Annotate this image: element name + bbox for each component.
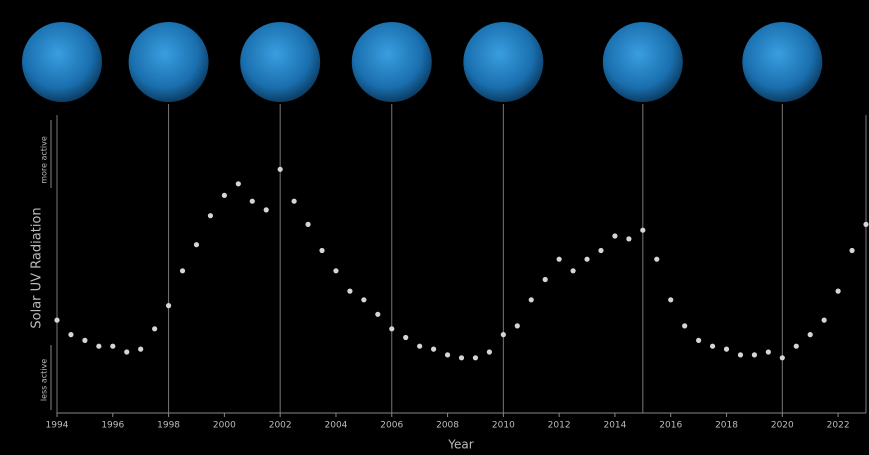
planet — [742, 22, 822, 102]
x-tick-label: 1996 — [101, 421, 124, 431]
x-tick-label: 2004 — [325, 421, 348, 431]
x-tick-label: 2014 — [603, 421, 626, 431]
point — [738, 352, 743, 357]
point — [96, 344, 101, 349]
x-tick-label: 2022 — [827, 421, 850, 431]
point — [222, 193, 227, 198]
point — [640, 228, 645, 233]
point — [724, 347, 729, 352]
point — [668, 297, 673, 302]
point — [584, 257, 589, 262]
point — [375, 312, 380, 317]
point — [836, 289, 841, 294]
point — [794, 344, 799, 349]
planet — [22, 22, 102, 102]
point — [236, 181, 241, 186]
y-bottom-note: less active — [40, 359, 49, 401]
point — [849, 248, 854, 253]
point — [543, 277, 548, 282]
y-axis-label: Solar UV Radiation — [30, 207, 45, 328]
point — [278, 167, 283, 172]
point — [863, 222, 868, 227]
y-top-note: more active — [40, 136, 49, 184]
point — [54, 318, 59, 323]
point — [417, 344, 422, 349]
point — [264, 207, 269, 212]
point — [389, 326, 394, 331]
point — [696, 338, 701, 343]
point — [529, 297, 534, 302]
point — [292, 199, 297, 204]
point — [347, 289, 352, 294]
point — [319, 248, 324, 253]
x-tick-label: 2002 — [269, 421, 292, 431]
point — [431, 347, 436, 352]
planet — [352, 22, 432, 102]
point — [68, 332, 73, 337]
x-tick-label: 2010 — [492, 421, 515, 431]
point — [403, 335, 408, 340]
x-tick-label: 2018 — [715, 421, 738, 431]
point — [752, 352, 757, 357]
point — [138, 347, 143, 352]
point — [822, 318, 827, 323]
point — [570, 268, 575, 273]
planet — [129, 22, 209, 102]
point — [152, 326, 157, 331]
x-tick-label: 2008 — [436, 421, 459, 431]
point — [780, 355, 785, 360]
point — [808, 332, 813, 337]
point — [501, 332, 506, 337]
point — [110, 344, 115, 349]
x-tick-label: 2000 — [213, 421, 236, 431]
x-tick-label: 2012 — [548, 421, 571, 431]
point — [766, 349, 771, 354]
point — [459, 355, 464, 360]
planet — [603, 22, 683, 102]
point — [473, 355, 478, 360]
point — [180, 268, 185, 273]
x-axis-label: Year — [447, 438, 473, 452]
point — [166, 303, 171, 308]
point — [682, 323, 687, 328]
point — [654, 257, 659, 262]
point — [557, 257, 562, 262]
point — [445, 352, 450, 357]
point — [710, 344, 715, 349]
point — [612, 233, 617, 238]
x-tick-label: 1998 — [157, 421, 180, 431]
point — [515, 323, 520, 328]
x-tick-label: 1994 — [46, 421, 69, 431]
point — [487, 349, 492, 354]
x-tick-label: 2006 — [380, 421, 403, 431]
point — [305, 222, 310, 227]
planet — [240, 22, 320, 102]
planet — [463, 22, 543, 102]
point — [598, 248, 603, 253]
point — [82, 338, 87, 343]
point — [194, 242, 199, 247]
point — [250, 199, 255, 204]
x-tick-label: 2016 — [659, 421, 682, 431]
point — [333, 268, 338, 273]
point — [361, 297, 366, 302]
x-tick-label: 2020 — [771, 421, 794, 431]
point — [626, 236, 631, 241]
chart: Solar UV Radiation more active less acti… — [0, 0, 869, 455]
point — [208, 213, 213, 218]
point — [124, 349, 129, 354]
